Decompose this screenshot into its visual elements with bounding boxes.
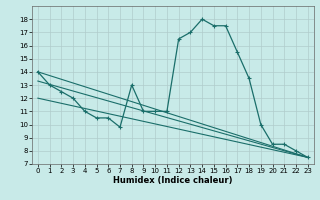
X-axis label: Humidex (Indice chaleur): Humidex (Indice chaleur) [113,176,233,185]
